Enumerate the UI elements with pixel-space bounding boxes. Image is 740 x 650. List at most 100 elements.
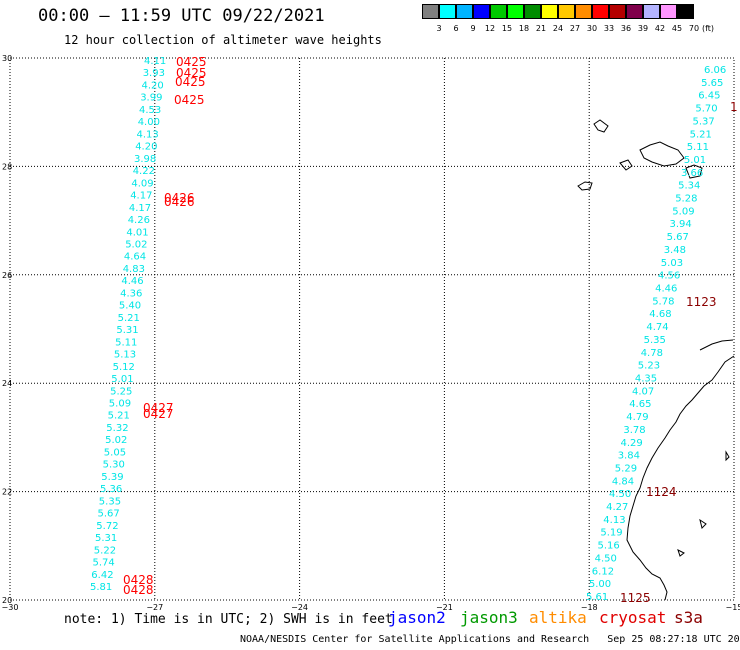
wave-height-value: 5.35 [644, 335, 666, 346]
island-small-3 [677, 549, 685, 557]
legend-swatch [524, 4, 541, 19]
wave-height-value: 4.20 [135, 142, 157, 153]
legend-label: 36 [620, 24, 632, 33]
wave-height-value: 5.00 [589, 579, 611, 590]
legend-label: 70 [688, 24, 700, 33]
page-title: 00:00 – 11:59 UTC 09/22/2021 [38, 6, 325, 26]
satellite-label-altika: altika [529, 608, 587, 627]
wave-height-value: 5.11 [687, 142, 709, 153]
pass-time-label: 0425 [174, 93, 205, 107]
wave-height-value: 4.53 [139, 105, 161, 116]
lat-tick-label: 22 [2, 488, 12, 497]
legend-label: 24 [552, 24, 564, 33]
wave-height-value: 5.61 [586, 592, 608, 603]
wave-height-value: 5.01 [684, 155, 706, 166]
wave-height-value: 5.11 [115, 337, 137, 348]
wave-height-value: 5.13 [114, 350, 136, 361]
wave-height-value: 5.40 [119, 301, 141, 312]
wave-height-value: 5.30 [103, 460, 125, 471]
wave-height-value: 3.78 [623, 425, 645, 436]
wave-height-value: 5.05 [104, 447, 126, 458]
page-subtitle: 12 hour collection of altimeter wave hei… [64, 33, 382, 47]
pass-time-label: 0425 [176, 55, 207, 69]
wave-height-value: 5.67 [667, 232, 689, 243]
wave-height-value: 4.22 [133, 166, 155, 177]
pass-time-label: 0427 [143, 407, 174, 421]
wave-height-value: 5.25 [110, 386, 132, 397]
pass-time-label: 0426 [164, 191, 195, 205]
wave-height-value: 5.81 [90, 582, 112, 593]
lon-tick-label: −21 [436, 603, 453, 612]
wave-height-value: 3.99 [140, 93, 162, 104]
pass-time-label: 0427 [143, 401, 174, 415]
satellite-label-s3a: s3a [674, 608, 703, 627]
lat-tick-label: 28 [2, 162, 12, 171]
wave-height-value: 5.22 [94, 545, 116, 556]
wave-height-value: 5.31 [95, 533, 117, 544]
lat-tick-label: 24 [2, 379, 12, 388]
legend-label: 42 [654, 24, 666, 33]
lat-tick-label: 26 [2, 271, 12, 280]
wave-height-value: 5.29 [615, 464, 637, 475]
wave-height-value: 6.45 [698, 91, 720, 102]
wave-height-value: 4.00 [138, 117, 160, 128]
wave-height-value: 4.83 [123, 264, 145, 275]
legend-swatch [626, 4, 643, 19]
wave-height-value: 5.09 [672, 206, 694, 217]
wave-height-value: 5.12 [113, 362, 135, 373]
wave-height-value: 5.65 [701, 78, 723, 89]
pass-time-label: 0425 [175, 75, 206, 89]
wave-height-value: 4.17 [129, 203, 151, 214]
legend-label: 9 [470, 24, 476, 33]
wave-height-value: 4.26 [128, 215, 150, 226]
lon-tick-label: −18 [581, 603, 598, 612]
legend-swatch [558, 4, 575, 19]
wave-height-value: 4.50 [609, 489, 631, 500]
island-gran-canaria [639, 141, 685, 167]
wave-height-value: 4.46 [655, 284, 677, 295]
legend-swatch [490, 4, 507, 19]
west-track-heights: 4.113.934.203.994.534.004.134.203.984.22… [90, 56, 166, 593]
wave-height-value: 5.19 [600, 528, 622, 539]
wave-height-value: 5.74 [93, 558, 115, 569]
wave-height-value: 5.34 [678, 181, 700, 192]
wave-height-value: 4.50 [595, 553, 617, 564]
footer-note: note: 1) Time is in UTC; 2) SWH is in fe… [64, 612, 393, 627]
wave-height-value: 5.09 [109, 399, 131, 410]
pass-time-label: 0426 [164, 195, 195, 209]
legend-swatch [507, 4, 524, 19]
wave-height-value: 5.32 [106, 423, 128, 434]
wave-height-value: 5.35 [99, 496, 121, 507]
wave-height-value: 4.65 [629, 399, 651, 410]
legend-label: 45 [671, 24, 683, 33]
pass-time-label: 1124 [646, 485, 677, 499]
wave-height-value: 4.46 [121, 276, 143, 287]
legend-swatch [575, 4, 592, 19]
legend-label: 18 [518, 24, 530, 33]
lon-tick-label: −27 [146, 603, 163, 612]
wave-height-value: 5.72 [96, 521, 118, 532]
wave-height-value: 3.98 [134, 154, 156, 165]
wave-height-value: 5.21 [690, 129, 712, 140]
wave-height-value: 5.67 [98, 509, 120, 520]
legend-label: 39 [637, 24, 649, 33]
wave-height-value: 5.03 [661, 258, 683, 269]
wave-height-value: 6.06 [704, 65, 726, 76]
wave-height-value: 4.13 [603, 515, 625, 526]
wave-height-value: 5.23 [638, 361, 660, 372]
credit-line: NOAA/NESDIS Center for Satellite Applica… [240, 634, 740, 645]
lon-tick-label: −24 [291, 603, 308, 612]
legend-label: 21 [535, 24, 547, 33]
wave-height-value: 4.01 [126, 227, 148, 238]
wave-height-value: 5.21 [108, 411, 130, 422]
wave-height-value: 3.84 [618, 451, 640, 462]
pass-time-label: 1123 [686, 295, 717, 309]
east-track-times: 1123 1124 1125 1 [620, 100, 738, 605]
island-small-2 [699, 518, 707, 529]
wave-height-value: 5.28 [675, 194, 697, 205]
wave-height-value: 5.78 [652, 296, 674, 307]
wave-height-value: 5.16 [598, 541, 620, 552]
lon-tick-label: −15 [726, 603, 740, 612]
